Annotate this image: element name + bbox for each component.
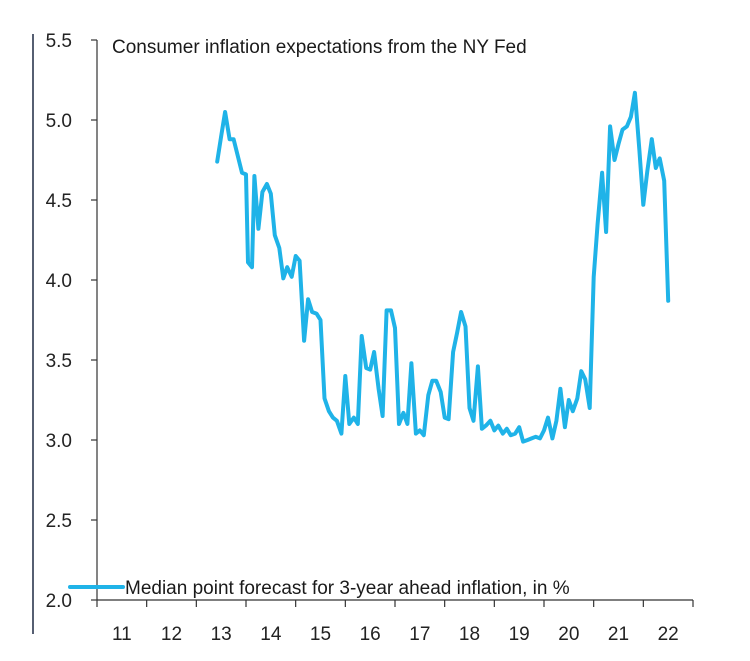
x-tick-label: 19 xyxy=(509,624,530,645)
series-line-3yr-inflation-expectations xyxy=(215,90,671,444)
y-tick-label: 2.5 xyxy=(46,511,72,532)
y-axis: 2.0 2.5 3.0 3.5 4.0 4.5 5.0 5.5 xyxy=(46,31,98,612)
legend-label: Median point forecast for 3-year ahead i… xyxy=(125,578,570,599)
y-tick-label: 4.5 xyxy=(46,191,72,212)
x-tick-label: 13 xyxy=(211,624,232,645)
x-tick-label: 17 xyxy=(409,624,430,645)
x-tick-label: 14 xyxy=(260,624,282,645)
series-layer xyxy=(215,90,671,444)
x-tick-label: 20 xyxy=(558,624,579,645)
x-tick-label: 11 xyxy=(112,624,132,645)
y-tick-label: 3.5 xyxy=(46,351,72,372)
x-tick-label: 18 xyxy=(459,624,480,645)
x-tick-label: 21 xyxy=(608,624,629,645)
legend: Median point forecast for 3-year ahead i… xyxy=(68,578,570,599)
x-tick-label: 15 xyxy=(310,624,331,645)
x-tick-label: 12 xyxy=(161,624,182,645)
x-tick-label: 16 xyxy=(360,624,381,645)
y-tick-label: 5.0 xyxy=(46,111,72,132)
y-tick-label: 4.0 xyxy=(46,271,72,292)
y-tick-label: 5.5 xyxy=(46,31,72,52)
x-axis: 11 12 13 14 15 16 17 18 19 20 21 22 xyxy=(96,599,694,645)
chart-title: Consumer inflation expectations from the… xyxy=(112,37,527,58)
y-tick-label: 2.0 xyxy=(46,591,72,612)
x-tick-label: 22 xyxy=(658,624,679,645)
y-tick-label: 3.0 xyxy=(46,431,72,452)
